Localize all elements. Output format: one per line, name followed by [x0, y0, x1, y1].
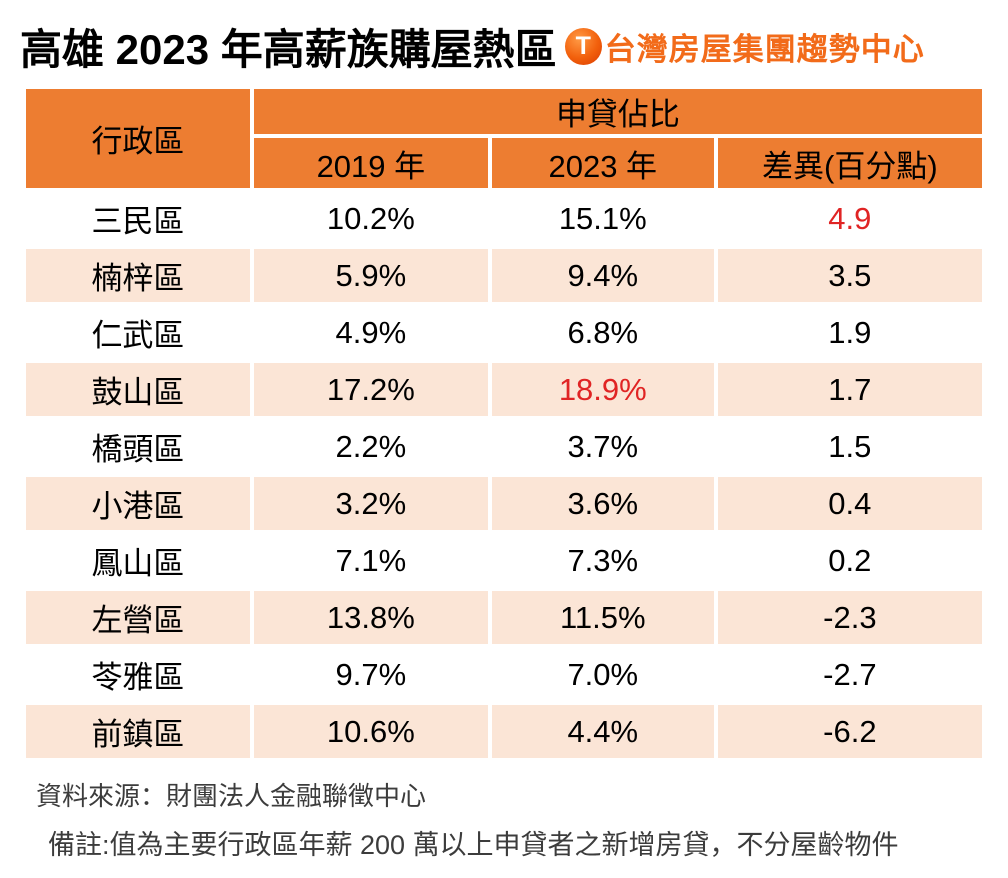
diff-cell: 0.2	[717, 534, 982, 587]
district-cell: 三民區	[26, 192, 250, 245]
table-row: 楠梓區 5.9% 9.4% 3.5	[26, 249, 982, 302]
value-2023-cell: 7.0%	[491, 648, 714, 701]
value-2019-cell: 10.6%	[253, 705, 488, 758]
district-cell: 鼓山區	[26, 363, 250, 416]
value-2023-cell: 3.6%	[491, 477, 714, 530]
diff-cell: 3.5	[717, 249, 982, 302]
taiwan-housing-logo: T 台灣房屋集團趨勢中心	[564, 24, 925, 69]
value-2019-cell: 3.2%	[253, 477, 488, 530]
table-row: 仁武區 4.9% 6.8% 1.9	[26, 306, 982, 359]
loan-ratio-table: 行政區 申貸佔比 2019 年 2023 年 差異(百分點) 三民區 10.2%…	[22, 85, 986, 762]
footer: 資料來源：財團法人金融聯徵中心 備註:值為主要行政區年薪 200 萬以上申貸者之…	[36, 776, 1008, 862]
district-cell: 前鎮區	[26, 705, 250, 758]
value-2019-cell: 13.8%	[253, 591, 488, 644]
district-cell: 橋頭區	[26, 420, 250, 473]
table-row: 左營區 13.8% 11.5% -2.3	[26, 591, 982, 644]
table-row: 苓雅區 9.7% 7.0% -2.7	[26, 648, 982, 701]
col-header-2019: 2019 年	[253, 138, 488, 188]
value-2019-cell: 5.9%	[253, 249, 488, 302]
district-cell: 仁武區	[26, 306, 250, 359]
value-2019-cell: 2.2%	[253, 420, 488, 473]
header-row-group: 行政區 申貸佔比	[26, 89, 982, 188]
diff-cell: -2.3	[717, 591, 982, 644]
value-2023-cell: 9.4%	[491, 249, 714, 302]
value-2019-cell: 7.1%	[253, 534, 488, 587]
value-2019-cell: 17.2%	[253, 363, 488, 416]
value-2023-cell: 7.3%	[491, 534, 714, 587]
district-cell: 鳳山區	[26, 534, 250, 587]
value-2023-cell: 6.8%	[491, 306, 714, 359]
diff-cell: 1.5	[717, 420, 982, 473]
col-header-2023: 2023 年	[491, 138, 714, 188]
t-circle-icon: T	[564, 28, 602, 65]
diff-cell: -6.2	[717, 705, 982, 758]
table-row: 小港區 3.2% 3.6% 0.4	[26, 477, 982, 530]
district-cell: 楠梓區	[26, 249, 250, 302]
table-row: 橋頭區 2.2% 3.7% 1.5	[26, 420, 982, 473]
table-row: 前鎮區 10.6% 4.4% -6.2	[26, 705, 982, 758]
page-title: 高雄 2023 年高薪族購屋熱區	[20, 26, 557, 73]
source-note: 資料來源：財團法人金融聯徵中心	[36, 781, 427, 811]
value-2023-cell: 15.1%	[491, 192, 714, 245]
col-header-district: 行政區	[26, 89, 250, 188]
diff-cell: 0.4	[717, 477, 982, 530]
table-row: 三民區 10.2% 15.1% 4.9	[26, 192, 982, 245]
value-2023-cell: 18.9%	[491, 363, 714, 416]
diff-cell: 1.9	[717, 306, 982, 359]
table-row: 鳳山區 7.1% 7.3% 0.2	[26, 534, 982, 587]
district-cell: 左營區	[26, 591, 250, 644]
col-header-diff: 差異(百分點)	[717, 138, 982, 188]
page-header: 高雄 2023 年高薪族購屋熱區 T 台灣房屋集團趨勢中心	[20, 16, 1002, 77]
value-2019-cell: 4.9%	[253, 306, 488, 359]
value-2023-cell: 3.7%	[491, 420, 714, 473]
table-row: 鼓山區 17.2% 18.9% 1.7	[26, 363, 982, 416]
remark-note: 備註:值為主要行政區年薪 200 萬以上申貸者之新增房貸，不分屋齡物件	[48, 830, 899, 860]
value-2019-cell: 9.7%	[253, 648, 488, 701]
diff-cell: 1.7	[717, 363, 982, 416]
district-cell: 小港區	[26, 477, 250, 530]
logo-text: 台灣房屋集團趨勢中心	[604, 32, 925, 67]
value-2023-cell: 4.4%	[491, 705, 714, 758]
value-2019-cell: 10.2%	[253, 192, 488, 245]
diff-cell: 4.9	[717, 192, 982, 245]
diff-cell: -2.7	[717, 648, 982, 701]
group-header-loan-share: 申貸佔比	[253, 89, 982, 134]
header-row-sub: 2019 年 2023 年 差異(百分點)	[26, 138, 982, 188]
value-2023-cell: 11.5%	[491, 591, 714, 644]
district-cell: 苓雅區	[26, 648, 250, 701]
